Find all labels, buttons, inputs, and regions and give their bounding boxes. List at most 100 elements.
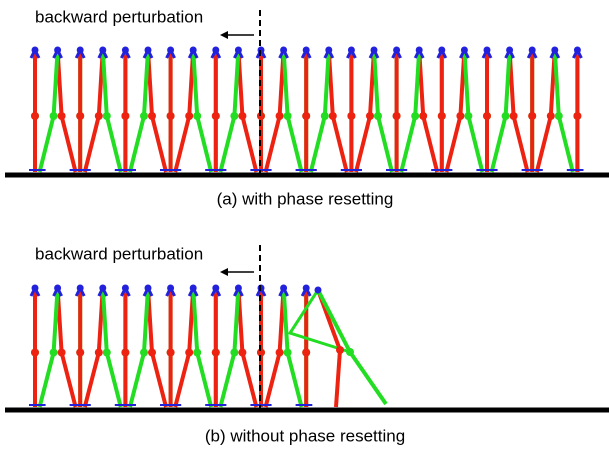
hip: [234, 46, 242, 54]
knee: [275, 112, 284, 120]
leg: [37, 287, 60, 408]
leg: [326, 49, 349, 173]
knee: [185, 348, 194, 357]
leg: [354, 49, 376, 173]
knee: [148, 112, 156, 120]
hip: [212, 284, 220, 292]
knee: [230, 348, 239, 357]
stick-figures: [29, 46, 584, 408]
hip: [76, 46, 84, 54]
knee: [411, 112, 420, 120]
leg: [55, 287, 78, 408]
leg: [191, 49, 214, 173]
hip: [144, 284, 152, 292]
hip: [415, 46, 423, 54]
hip: [54, 284, 62, 292]
knee: [437, 112, 446, 120]
knee: [185, 112, 194, 120]
leg: [399, 49, 422, 173]
arrow-head: [220, 31, 228, 39]
knee: [302, 348, 311, 357]
knee: [528, 112, 537, 120]
knee: [49, 112, 58, 120]
knee: [193, 112, 202, 120]
hip: [234, 284, 242, 292]
knee: [76, 112, 85, 120]
hip: [280, 284, 288, 292]
hip: [31, 46, 39, 54]
leg: [308, 49, 331, 173]
knee: [320, 112, 329, 120]
knee: [256, 112, 265, 120]
knee: [374, 112, 382, 120]
knee: [509, 112, 518, 120]
hip: [460, 46, 468, 54]
hip: [99, 284, 107, 292]
knee: [94, 112, 103, 120]
leg: [507, 49, 530, 173]
knee: [166, 348, 175, 357]
leg: [82, 49, 105, 173]
knee: [501, 112, 510, 120]
knee: [76, 348, 85, 357]
knee: [573, 112, 582, 120]
knee: [166, 112, 175, 120]
knee: [392, 112, 401, 120]
leg: [218, 49, 241, 173]
knee: [554, 112, 563, 120]
knee: [283, 348, 292, 357]
knee: [464, 112, 473, 120]
knee: [347, 112, 356, 120]
leg: [128, 287, 150, 408]
hip: [280, 46, 288, 54]
knee: [238, 112, 247, 120]
leg: [128, 49, 150, 173]
hip: [528, 46, 536, 54]
arrow-head: [220, 268, 228, 276]
leg: [173, 287, 196, 408]
knee: [102, 112, 111, 120]
knee: [483, 112, 491, 120]
hip: [314, 286, 322, 294]
hip: [302, 284, 310, 292]
leg: [236, 49, 259, 173]
perturbation-label: backward perturbation: [35, 244, 203, 263]
leg: [417, 49, 440, 173]
leg: [287, 289, 351, 354]
hip: [483, 46, 491, 54]
hip: [347, 46, 355, 54]
hip: [325, 46, 333, 54]
leg: [372, 49, 394, 173]
hip: [121, 46, 129, 54]
leg: [100, 49, 123, 173]
knee: [328, 112, 337, 120]
knee: [336, 346, 344, 354]
hip: [370, 46, 378, 54]
perturbation-label: backward perturbation: [35, 7, 203, 26]
knee: [31, 348, 39, 357]
leg: [444, 49, 467, 173]
hip: [551, 46, 559, 54]
knee: [121, 348, 130, 357]
leg: [489, 49, 512, 173]
leg: [281, 287, 304, 408]
knee: [102, 348, 111, 357]
knee: [419, 112, 428, 120]
knee: [302, 112, 311, 120]
caption: (a) with phase resetting: [217, 189, 394, 208]
knee: [346, 348, 354, 356]
hip: [167, 284, 175, 292]
knee: [238, 348, 247, 357]
knee: [57, 348, 66, 357]
hip: [99, 46, 107, 54]
knee: [121, 112, 130, 120]
hip: [438, 46, 446, 54]
hip: [167, 46, 175, 54]
leg: [534, 49, 557, 173]
leg: [281, 49, 304, 173]
knee: [275, 348, 284, 357]
leg: [263, 49, 286, 173]
hip: [76, 284, 84, 292]
